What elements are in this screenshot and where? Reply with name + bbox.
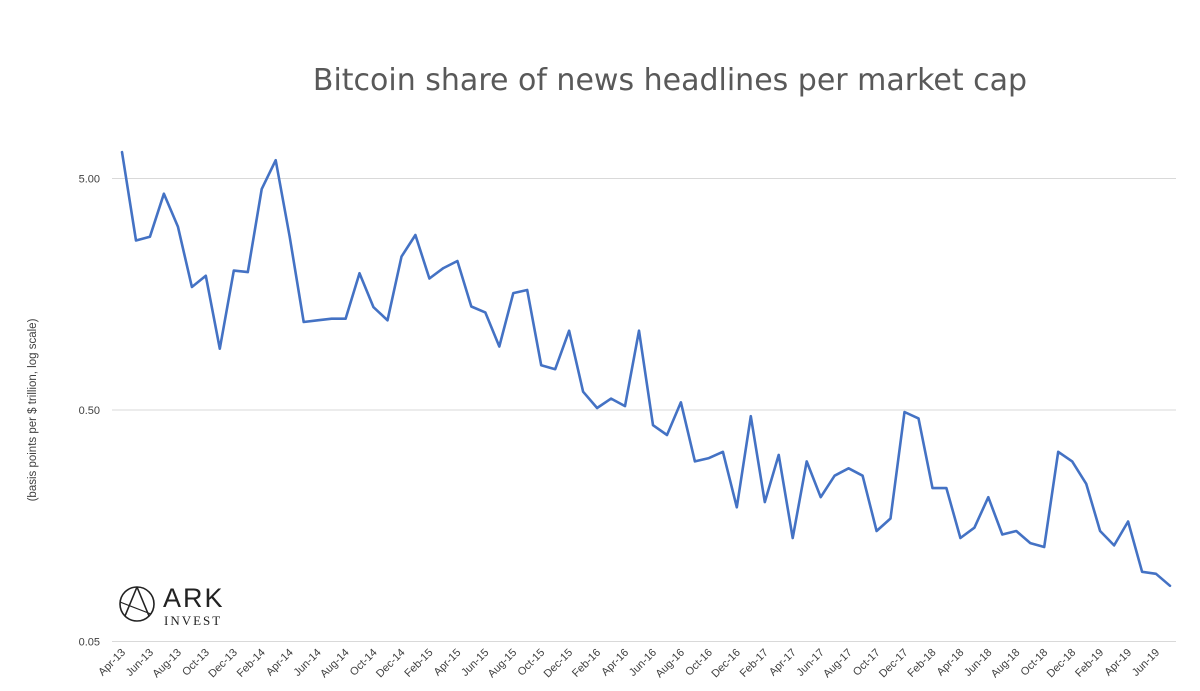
x-tick-label: Jun-18	[962, 647, 994, 679]
y-tick-label: 5.00	[79, 174, 100, 186]
x-tick-label: Feb-19	[1073, 647, 1106, 680]
x-tick-label: Aug-15	[486, 647, 520, 681]
series-line	[120, 150, 1172, 588]
x-tick-label: Feb-18	[905, 647, 938, 680]
x-tick-label: Feb-17	[738, 647, 771, 680]
x-tick-label: Aug-17	[821, 647, 855, 681]
x-tick-label: Jun-14	[291, 647, 323, 679]
y-tick-label: 0.05	[79, 637, 100, 649]
x-tick-labels: Apr-13Jun-13Aug-13Oct-13Dec-13Feb-14Apr-…	[96, 647, 1162, 681]
x-tick-label: Dec-17	[877, 647, 911, 681]
x-tick-label: Jun-13	[124, 647, 156, 679]
ark-invest-logo: ARK INVEST	[119, 583, 225, 628]
x-tick-label: Dec-15	[542, 647, 576, 681]
x-tick-label: Jun-16	[627, 647, 659, 679]
x-tick-label: Jun-19	[1130, 647, 1162, 679]
x-tick-label: Aug-18	[989, 647, 1023, 681]
x-tick-label: Feb-16	[570, 647, 603, 680]
x-tick-label: Aug-14	[318, 647, 352, 681]
x-tick-label: Aug-13	[150, 647, 184, 681]
x-tick-label: Jun-17	[795, 647, 827, 679]
y-axis-label: (basis points per $ trillion, log scale)	[27, 318, 39, 501]
x-tick-label: Aug-16	[653, 647, 687, 681]
x-tick-label: Jun-15	[459, 647, 491, 679]
gridlines	[112, 178, 1176, 642]
logo-text-invest: INVEST	[164, 613, 222, 628]
x-tick-label: Dec-18	[1045, 647, 1079, 681]
x-tick-label: Dec-14	[374, 647, 408, 681]
ark-logo-mark-icon	[119, 586, 155, 622]
x-tick-label: Apr-18	[935, 647, 967, 679]
x-tick-label: Apr-14	[264, 647, 296, 679]
y-tick-label: 0.50	[79, 405, 100, 417]
x-tick-label: Feb-14	[235, 647, 268, 680]
x-tick-label: Apr-16	[599, 647, 631, 679]
x-tick-label: Dec-16	[709, 647, 743, 681]
chart-title: Bitcoin share of news headlines per mark…	[313, 63, 1027, 98]
x-tick-label: Apr-17	[767, 647, 799, 679]
x-tick-label: Apr-15	[432, 647, 464, 679]
x-tick-label: Feb-15	[402, 647, 435, 680]
x-tick-label: Apr-13	[96, 647, 128, 679]
logo-text-ark: ARK	[163, 583, 225, 613]
x-tick-label: Dec-13	[206, 647, 240, 681]
y-tick-labels: 0.05 0.50 5.00	[79, 174, 100, 649]
x-tick-label: Apr-19	[1102, 647, 1134, 679]
series-layer	[120, 150, 1172, 588]
